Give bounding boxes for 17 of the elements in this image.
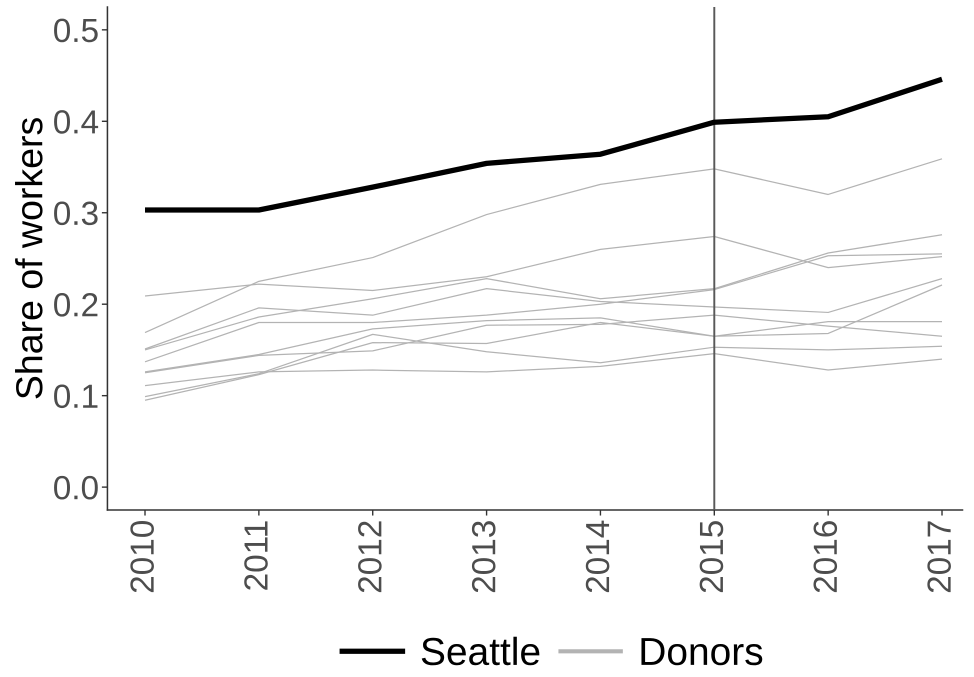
x-tick-label: 2015 [700, 521, 724, 592]
x-tick-label: 2010 [130, 521, 154, 592]
y-tick-label: 0.0 [54, 476, 98, 500]
x-tick-label: 2017 [927, 521, 951, 592]
y-tick-label: 0.5 [54, 18, 98, 42]
y-tick-label: 0.4 [54, 110, 98, 134]
y-tick-label: 0.3 [54, 202, 98, 226]
legend-label: Seattle [422, 636, 540, 666]
x-tick-label: 2012 [358, 521, 382, 592]
y-tick-label: 0.2 [54, 293, 98, 317]
x-tick-label: 2016 [814, 521, 838, 592]
x-tick-label: 2011 [244, 521, 268, 590]
legend-label: Donors [641, 638, 762, 666]
x-tick-label: 2014 [586, 520, 610, 592]
x-tick-label: 2013 [472, 521, 496, 592]
y-tick-label: 0.1 [54, 384, 98, 408]
y-axis-title: Share of workers [15, 118, 43, 398]
